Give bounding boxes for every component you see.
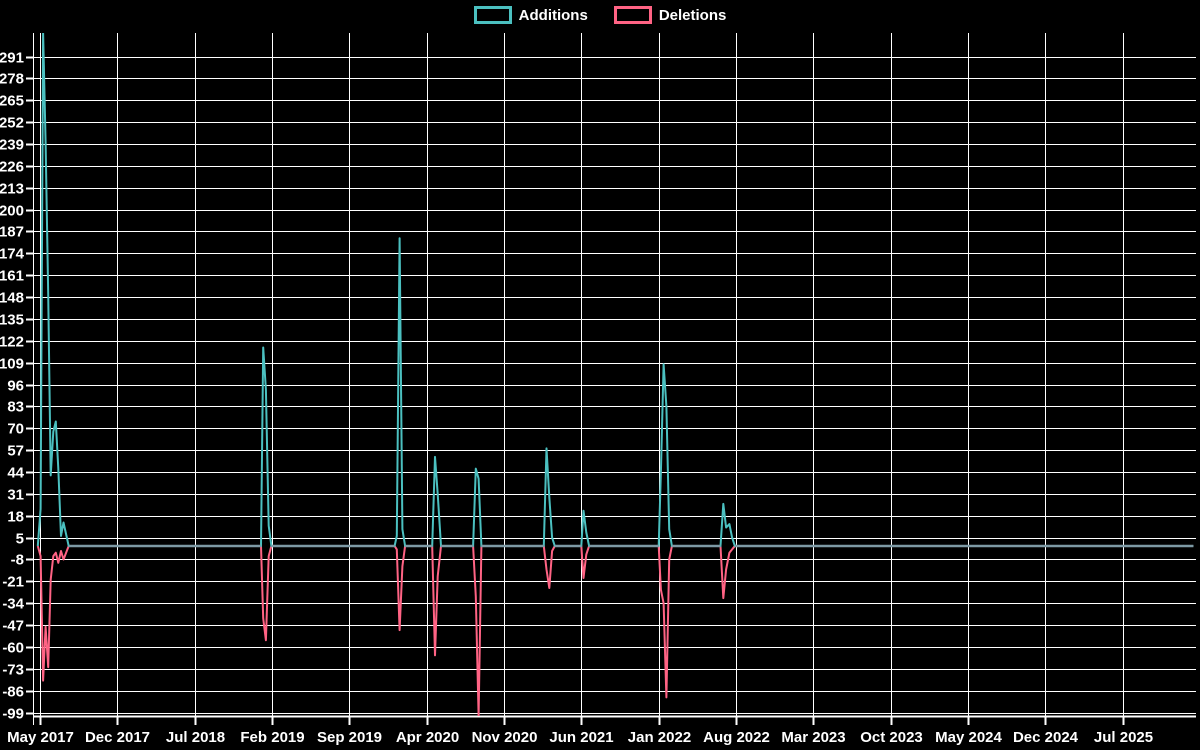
y-tick-label: 278 [0, 71, 24, 88]
legend-label-deletions: Deletions [658, 6, 727, 24]
y-tick-label: 122 [0, 334, 24, 351]
y-tick-label: 83 [7, 399, 24, 416]
additions-line [36, 33, 1194, 547]
y-tick-label: -60 [2, 640, 24, 657]
legend-item-deletions[interactable]: Deletions [613, 6, 727, 24]
y-tick-label: 226 [0, 159, 24, 176]
y-tick-label: -34 [2, 596, 24, 613]
y-tick-label: 44 [7, 465, 24, 482]
y-tick-label: 187 [0, 224, 24, 241]
y-tick-label: 239 [0, 137, 24, 154]
x-tick-label: Dec 2017 [85, 729, 150, 746]
y-tick-label: 213 [0, 181, 24, 198]
x-tick-label: Dec 2024 [1013, 729, 1079, 746]
y-tick-label: -73 [2, 662, 24, 679]
x-tick-label: Jul 2018 [166, 729, 225, 746]
y-tick-label: 96 [7, 378, 24, 395]
legend: Additions Deletions [0, 6, 1200, 24]
y-tick-label: -86 [2, 684, 24, 701]
deletions-swatch-icon [613, 6, 652, 24]
y-tick-label: 5 [16, 531, 24, 548]
y-tick-label: 265 [0, 93, 24, 110]
y-tick-label: 18 [7, 509, 24, 526]
x-tick-label: Aug 2022 [703, 729, 770, 746]
tick-labels: 291 278 265 252 239 226 213 200 187 174 161 148 135 1… [0, 50, 1153, 747]
x-tick-label: Jul 2025 [1094, 729, 1153, 746]
y-tick-label: -8 [11, 552, 24, 569]
y-tick-label: 57 [7, 443, 24, 460]
y-tick-label: 291 [0, 50, 24, 67]
y-tick-label: 148 [0, 290, 24, 307]
gridlines [33, 33, 1196, 716]
x-tick-label: Jan 2022 [628, 729, 691, 746]
y-tick-label: -99 [2, 706, 24, 723]
x-tick-label: Oct 2023 [860, 729, 923, 746]
y-tick-label: 31 [7, 487, 24, 504]
y-tick-label: 174 [0, 246, 25, 263]
deletions-line [36, 545, 1194, 716]
x-tick-label: Nov 2020 [472, 729, 538, 746]
x-tick-label: Sep 2019 [317, 729, 382, 746]
y-tick-label: 109 [0, 356, 24, 373]
y-tick-label: 70 [7, 421, 24, 438]
x-tick-label: Apr 2020 [396, 729, 459, 746]
y-tick-label: 252 [0, 115, 24, 132]
axes [26, 33, 1196, 725]
additions-swatch-icon [473, 6, 512, 24]
legend-item-additions[interactable]: Additions [473, 6, 588, 24]
x-tick-label: Jun 2021 [549, 729, 613, 746]
y-tick-label: 135 [0, 312, 24, 329]
x-tick-label: May 2024 [935, 729, 1002, 746]
y-tick-label: -21 [2, 574, 24, 591]
y-tick-label: -47 [2, 618, 24, 635]
legend-label-additions: Additions [518, 6, 588, 24]
series-lines [36, 33, 1194, 716]
y-tick-label: 200 [0, 203, 24, 220]
y-tick-label: 161 [0, 268, 24, 285]
x-tick-label: Feb 2019 [240, 729, 304, 746]
x-tick-label: Mar 2023 [781, 729, 845, 746]
x-tick-label: May 2017 [7, 729, 74, 746]
